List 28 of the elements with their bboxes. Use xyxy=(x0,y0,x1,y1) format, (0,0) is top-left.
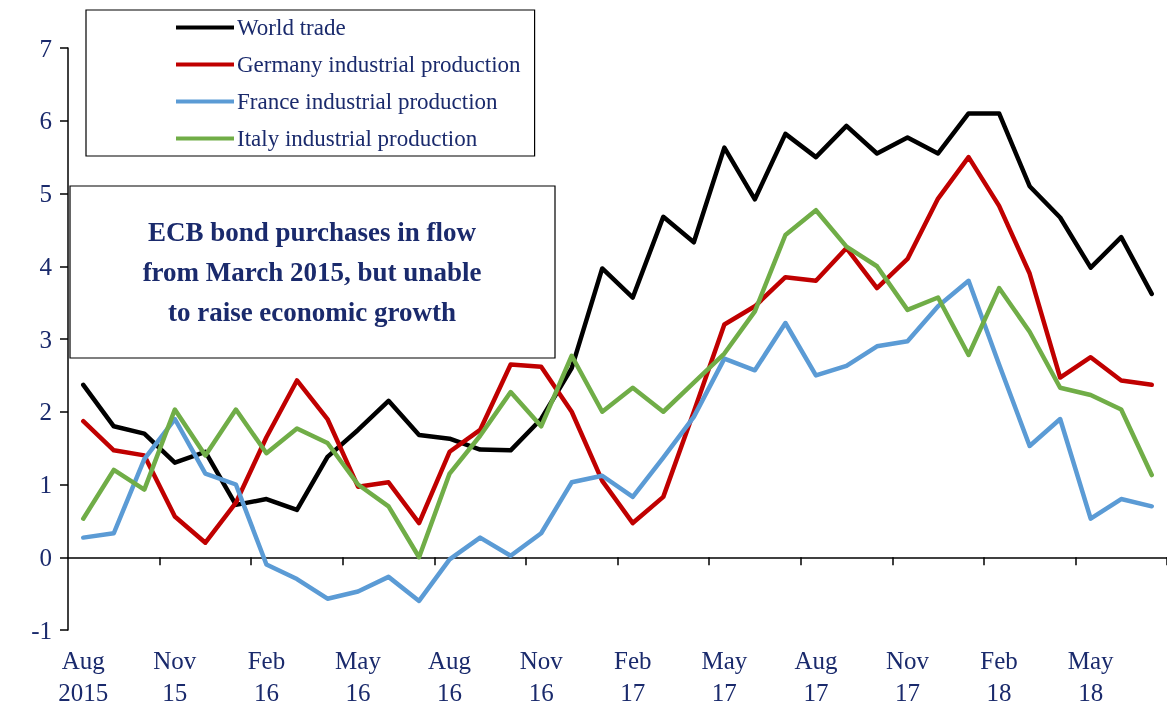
y-tick-label: -1 xyxy=(31,616,52,644)
x-tick-label: Feb 16 xyxy=(247,646,286,706)
annotation: ECB bond purchases in flow from March 2015, but unable to raise economic growth xyxy=(142,217,482,327)
y-tick-label: 6 xyxy=(39,107,52,135)
legend-label: Germany industrial production xyxy=(237,52,522,77)
x-tick-label: Nov 16 xyxy=(519,646,564,706)
x-tick-label: Nov 15 xyxy=(153,646,197,706)
legend-label: Italy industrial production xyxy=(237,126,478,151)
x-tick-label: Aug 17 xyxy=(794,646,838,706)
y-tick-label: 1 xyxy=(39,471,52,498)
x-tick-label: Feb 18 xyxy=(980,646,1018,706)
legend-label: World trade xyxy=(237,15,346,40)
y-tick-label: 5 xyxy=(39,180,52,207)
y-tick-label: 2 xyxy=(39,398,52,426)
legend-label: France industrial production xyxy=(237,89,499,114)
y-tick-label: 3 xyxy=(39,325,52,353)
line-series xyxy=(81,154,1154,545)
x-tick-label: Feb 17 xyxy=(614,646,652,706)
x-tick-label: Nov 17 xyxy=(885,646,930,706)
line-series xyxy=(81,207,1154,560)
x-tick-label: May 17 xyxy=(701,646,748,706)
y-tick-label: 4 xyxy=(39,252,53,280)
y-tick-label: 0 xyxy=(39,543,52,571)
x-tick-label: Aug 16 xyxy=(428,646,472,706)
x-tick-label: Aug 2015 xyxy=(58,646,109,706)
y-tick-label: 7 xyxy=(39,34,52,62)
x-tick-label: May 18 xyxy=(1067,646,1115,706)
x-tick-label: May 16 xyxy=(335,646,382,706)
